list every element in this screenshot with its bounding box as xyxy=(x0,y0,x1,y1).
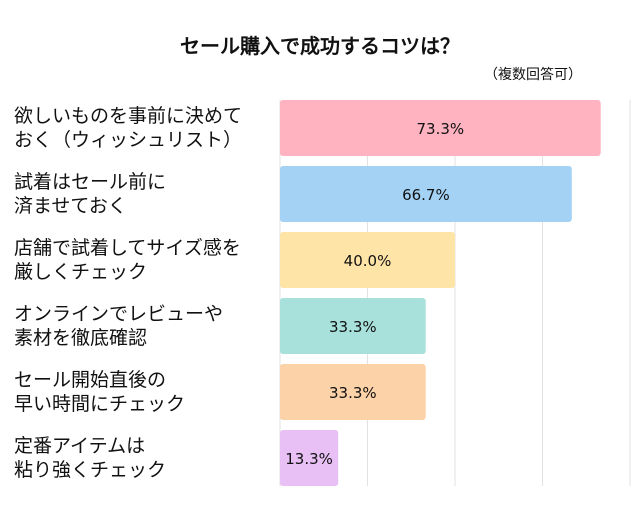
bar xyxy=(280,430,339,486)
chart-title: セール購入で成功するコツは？ xyxy=(180,34,460,58)
chart-subtitle: （複数回答可） xyxy=(484,67,582,83)
category-label: セール開始直後の 早い時間にチェック xyxy=(14,369,186,415)
bar xyxy=(280,232,455,288)
data-label: 66.7% xyxy=(402,186,450,204)
category-label: オンラインでレビューや 素材を徹底確認 xyxy=(14,303,224,349)
category-label: 試着はセール前に 済ませておく xyxy=(14,171,167,217)
bar xyxy=(280,298,426,354)
category-label: 定番アイテムは 粘り強くチェック xyxy=(14,435,167,481)
data-label: 73.3% xyxy=(417,120,465,138)
bar xyxy=(280,100,601,156)
data-label: 40.0% xyxy=(344,252,392,270)
category-label: 店舗で試着してサイズ感を 厳しくチェック xyxy=(14,237,241,283)
bar xyxy=(280,166,572,222)
category-label: 欲しいものを事前に決めて おく（ウィッシュリスト） xyxy=(14,105,243,151)
data-label: 33.3% xyxy=(329,384,377,402)
data-label: 33.3% xyxy=(329,318,377,336)
data-label: 13.3% xyxy=(285,450,333,468)
bar xyxy=(280,364,426,420)
